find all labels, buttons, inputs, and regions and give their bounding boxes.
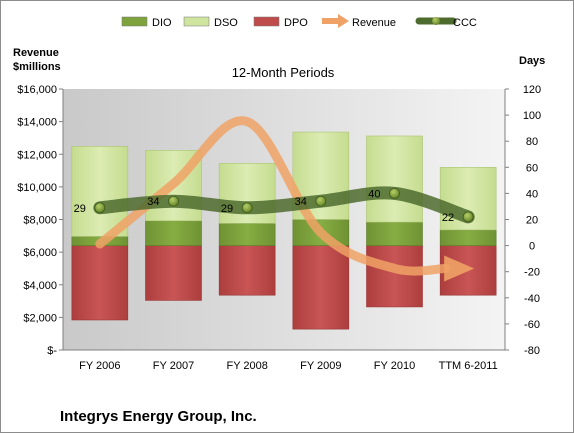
revenue-line (95, 116, 451, 276)
x-axis: FY 2006 FY 2007 FY 2008 FY 2009 FY 2010 TTM 6… (63, 349, 505, 372)
bar-dio (145, 220, 202, 246)
legend-label: CCC (453, 17, 477, 29)
y-left-tick-label: $14,000 (17, 117, 57, 129)
x-tick-label: FY 2007 (153, 360, 194, 372)
legend-swatch (253, 16, 280, 27)
legend-label: DPO (284, 17, 308, 29)
ccc-data-label: 22 (442, 212, 454, 224)
y-right-tick-label: 120 (523, 84, 541, 96)
y-left-label-line1: Revenue (13, 47, 59, 59)
revenue-series (95, 116, 475, 282)
legend-dot (432, 17, 440, 25)
bar-dpo (366, 245, 423, 308)
bar-dio (366, 221, 423, 246)
y-right-tick-label: 0 (529, 241, 535, 253)
bar-dso (71, 146, 129, 237)
legend-swatch (183, 16, 210, 27)
legend-item-dso: DSO (183, 16, 238, 29)
ccc-series: 29 34 29 34 40 22 (74, 186, 475, 224)
x-tick-label: FY 2008 (226, 360, 267, 372)
ccc-data-label: 34 (147, 196, 159, 208)
x-tick-label: TTM 6-2011 (439, 360, 498, 372)
y-left-tick-label: $8,000 (23, 215, 57, 227)
x-tick-label: FY 2006 (79, 360, 120, 372)
ccc-data-label: 34 (295, 196, 307, 208)
ccc-point (462, 211, 474, 223)
y-left-tick-label: $4,000 (23, 280, 57, 292)
legend-item-revenue: Revenue (322, 14, 396, 29)
ccc-point (389, 187, 400, 199)
y-right-label: Days (519, 55, 545, 67)
y-right-tick-label: 60 (526, 162, 538, 174)
legend-label: Revenue (352, 17, 396, 29)
ccc-data-label: 40 (368, 188, 380, 200)
ccc-point (94, 202, 106, 214)
y-left-tick-label: $10,000 (17, 182, 57, 194)
legend: DIO DSO DPO Revenue CCC (121, 14, 477, 29)
y-left-tick-label: $12,000 (17, 149, 57, 161)
revenue-arrowhead (444, 255, 475, 282)
legend-label: DSO (214, 17, 238, 29)
y-left-tick-label: $- (47, 345, 57, 357)
bar-dso (366, 135, 423, 223)
legend-swatch (121, 16, 148, 27)
y-right-tick-label: -60 (524, 319, 540, 331)
y-right-tick-label: -80 (524, 345, 540, 357)
ccc-data-label: 29 (74, 203, 86, 215)
y-right-tick-label: -20 (524, 267, 540, 279)
bars (71, 131, 497, 330)
y-right-tick-label: -40 (524, 293, 540, 305)
y-left-tick-label: $2,000 (23, 312, 57, 324)
x-tick-label: FY 2009 (300, 360, 341, 372)
ccc-point (315, 195, 327, 207)
y-left-axis: $- $2,000 $4,000 $6,000 $8,000 $10,000 $12,000… (17, 84, 64, 357)
chart-title: 12-Month Periods (232, 65, 335, 80)
ccc-point (241, 202, 253, 214)
y-left-tick-label: $6,000 (23, 247, 57, 259)
legend-arrow-head (338, 14, 349, 28)
legend-item-dio: DIO (121, 16, 172, 29)
y-right-tick-label: 100 (523, 110, 541, 122)
bar-dio (439, 229, 497, 246)
x-tick-label: FY 2010 (374, 360, 415, 372)
ccc-data-label: 29 (221, 203, 233, 215)
ccc-point (168, 195, 179, 207)
bar-dpo (145, 245, 202, 301)
y-right-axis: -80 -60 -40 -20 0 20 40 60 80 100 120 (504, 84, 541, 357)
bar-dpo (71, 245, 129, 321)
y-left-label-line2: $millions (13, 61, 61, 73)
bar-dpo (218, 245, 276, 296)
bar-dpo (292, 245, 350, 330)
y-left-tick-label: $16,000 (17, 84, 57, 96)
company-name: Integrys Energy Group, Inc. (60, 408, 257, 425)
bar-dio (218, 223, 276, 246)
legend-label: DIO (152, 17, 172, 29)
y-right-tick-label: 40 (526, 188, 538, 200)
legend-item-dpo: DPO (253, 16, 308, 29)
ccc-line (93, 186, 475, 224)
legend-item-ccc: CCC (415, 17, 477, 29)
y-right-tick-label: 80 (526, 136, 538, 148)
y-right-tick-label: 20 (526, 215, 538, 227)
